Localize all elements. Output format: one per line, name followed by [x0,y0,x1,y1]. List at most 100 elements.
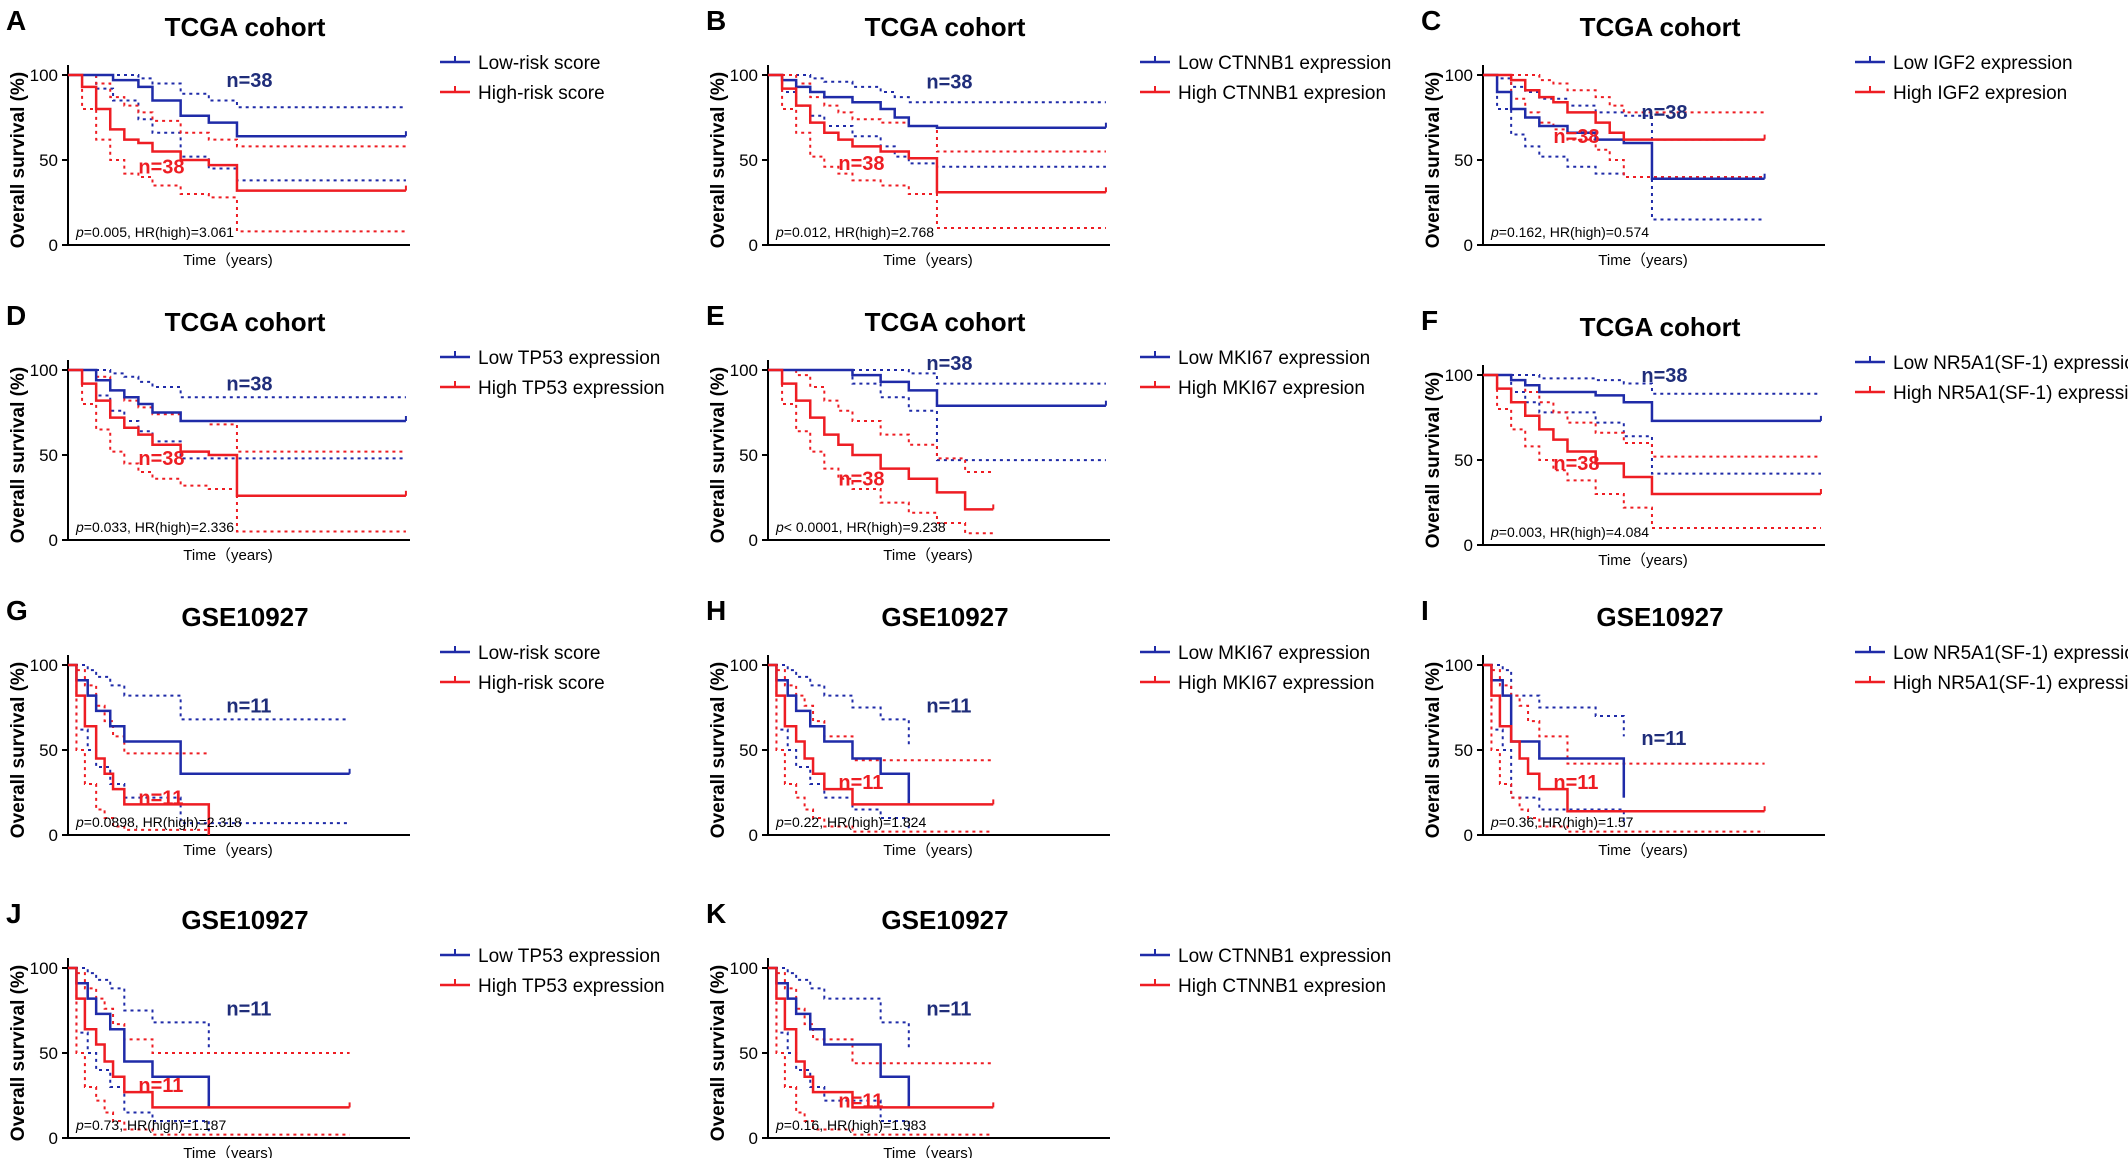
low-survival-curve [1483,73,1765,180]
n-label-high: n=38 [838,469,884,491]
y-tick-label: 50 [739,446,758,465]
chart-title: TCGA cohort [1580,12,1741,42]
panel-letter: G [6,595,28,626]
high-ci-lower [68,967,350,1136]
low-ci-lower [1483,664,1625,827]
panel-letter: D [6,300,26,331]
low-ci-upper [768,74,1106,104]
low-survival-curve [768,73,1106,129]
low-ci-lower [68,664,350,825]
p-value-annotation: p=0.005, HR(high)=3.061 [75,224,234,240]
y-tick-label: 0 [1464,536,1473,555]
low-ci-lower [768,967,910,1135]
x-axis-label: Time（years) [1598,252,1687,269]
high-ci-upper [1483,374,1821,458]
high-survival-curve [68,966,350,1109]
chart-title: TCGA cohort [865,12,1026,42]
chart-title: TCGA cohort [865,307,1026,337]
low-ci-upper [68,74,406,109]
y-tick-label: 0 [49,531,58,550]
high-ci-upper [768,664,994,762]
panel-i: I GSE10927 Overall survival (%) 0 50 100 Time（… [1421,595,2128,859]
n-label-low: n=38 [926,72,972,94]
n-label-low: n=11 [926,696,971,718]
n-label-high: n=11 [1553,772,1598,794]
n-label-high: n=38 [138,448,184,470]
y-axis-label: Overall survival (%) [1423,662,1444,838]
high-ci-upper [68,664,209,755]
low-ci-upper [1483,664,1625,737]
p-value-annotation: p=0.22, HR(high)=1.824 [775,814,926,830]
panel-letter: J [6,898,22,929]
p-value-annotation: p=0.73, HR(high)=1.187 [75,1117,226,1133]
legend-label-high: High MKI67 expression [1178,673,1374,694]
x-axis-label: Time（years) [1598,552,1687,569]
n-label-low: n=38 [226,373,272,395]
high-ci-lower [768,369,994,535]
n-label-high: n=38 [138,157,184,179]
low-ci-lower [68,967,210,1135]
chart-title: TCGA cohort [165,307,326,337]
low-survival-curve [768,966,911,1108]
panel-letter: B [706,5,726,36]
chart-title: GSE10927 [881,905,1008,935]
legend-label-low: Low TP53 expression [478,348,660,369]
low-ci-lower [68,74,406,182]
legend-label-high: High MKI67 expresion [1178,378,1365,399]
legend-label-low: Low-risk score [478,643,600,664]
y-tick-label: 100 [30,959,58,978]
p-value-annotation: p=0.012, HR(high)=2.768 [775,224,934,240]
p-value-annotation: p=0.162, HR(high)=0.574 [1490,224,1649,240]
chart-title: GSE10927 [181,602,308,632]
legend-label-high: High-risk score [478,673,605,694]
y-tick-label: 100 [30,656,58,675]
legend-label-low: Low NR5A1(SF-1) expression [1893,353,2128,374]
legend-label-high: High CTNNB1 expresion [1178,83,1386,104]
legend-label-low: Low IGF2 expression [1893,53,2073,74]
y-tick-label: 0 [749,236,758,255]
high-survival-curve [1483,663,1765,813]
high-ci-upper [68,74,406,148]
low-ci-lower [768,369,1106,462]
panel-a: A TCGA cohort Overall survival (%) 0 50 100 Ti… [6,5,605,269]
x-axis-label: Time（years) [183,547,272,564]
y-tick-label: 0 [749,531,758,550]
legend-label-high: High TP53 expression [478,976,665,997]
low-ci-upper [68,369,406,399]
low-survival-curve [68,663,350,776]
y-tick-label: 50 [39,1044,58,1063]
chart-title: TCGA cohort [1580,312,1741,342]
high-survival-curve [1483,73,1765,141]
high-survival-curve [768,73,1106,194]
x-axis-label: Time（years) [883,842,972,859]
y-tick-label: 50 [39,151,58,170]
high-ci-lower [68,369,406,533]
n-label-low: n=11 [1641,728,1686,750]
y-axis-label: Overall survival (%) [1423,372,1444,548]
high-survival-curve [768,966,994,1109]
n-label-high: n=38 [1553,453,1599,475]
y-tick-label: 50 [739,151,758,170]
legend-label-low: Low-risk score [478,53,600,74]
x-axis-label: Time（years) [183,842,272,859]
legend-label-high: High-risk score [478,83,605,104]
legend-label-high: High NR5A1(SF-1) expression [1893,383,2128,404]
y-axis-label: Overall survival (%) [8,367,29,543]
low-ci-upper [68,664,350,721]
panel-c: C TCGA cohort Overall survival (%) 0 50 100 Ti… [1421,5,2073,269]
high-ci-upper [68,369,406,453]
n-label-low: n=38 [1641,365,1687,387]
y-tick-label: 0 [1464,826,1473,845]
p-value-annotation: p=0.0898, HR(high)=2.318 [75,814,242,830]
high-ci-upper [768,967,994,1065]
low-ci-lower [1483,74,1765,221]
high-ci-lower [1483,74,1765,178]
y-tick-label: 100 [1445,66,1473,85]
y-tick-label: 100 [30,66,58,85]
y-tick-label: 100 [1445,366,1473,385]
high-ci-lower [1483,664,1765,833]
panel-d: D TCGA cohort Overall survival (%) 0 50 100 Ti… [6,300,665,564]
high-survival-curve [68,368,406,498]
high-ci-upper [68,967,350,1054]
